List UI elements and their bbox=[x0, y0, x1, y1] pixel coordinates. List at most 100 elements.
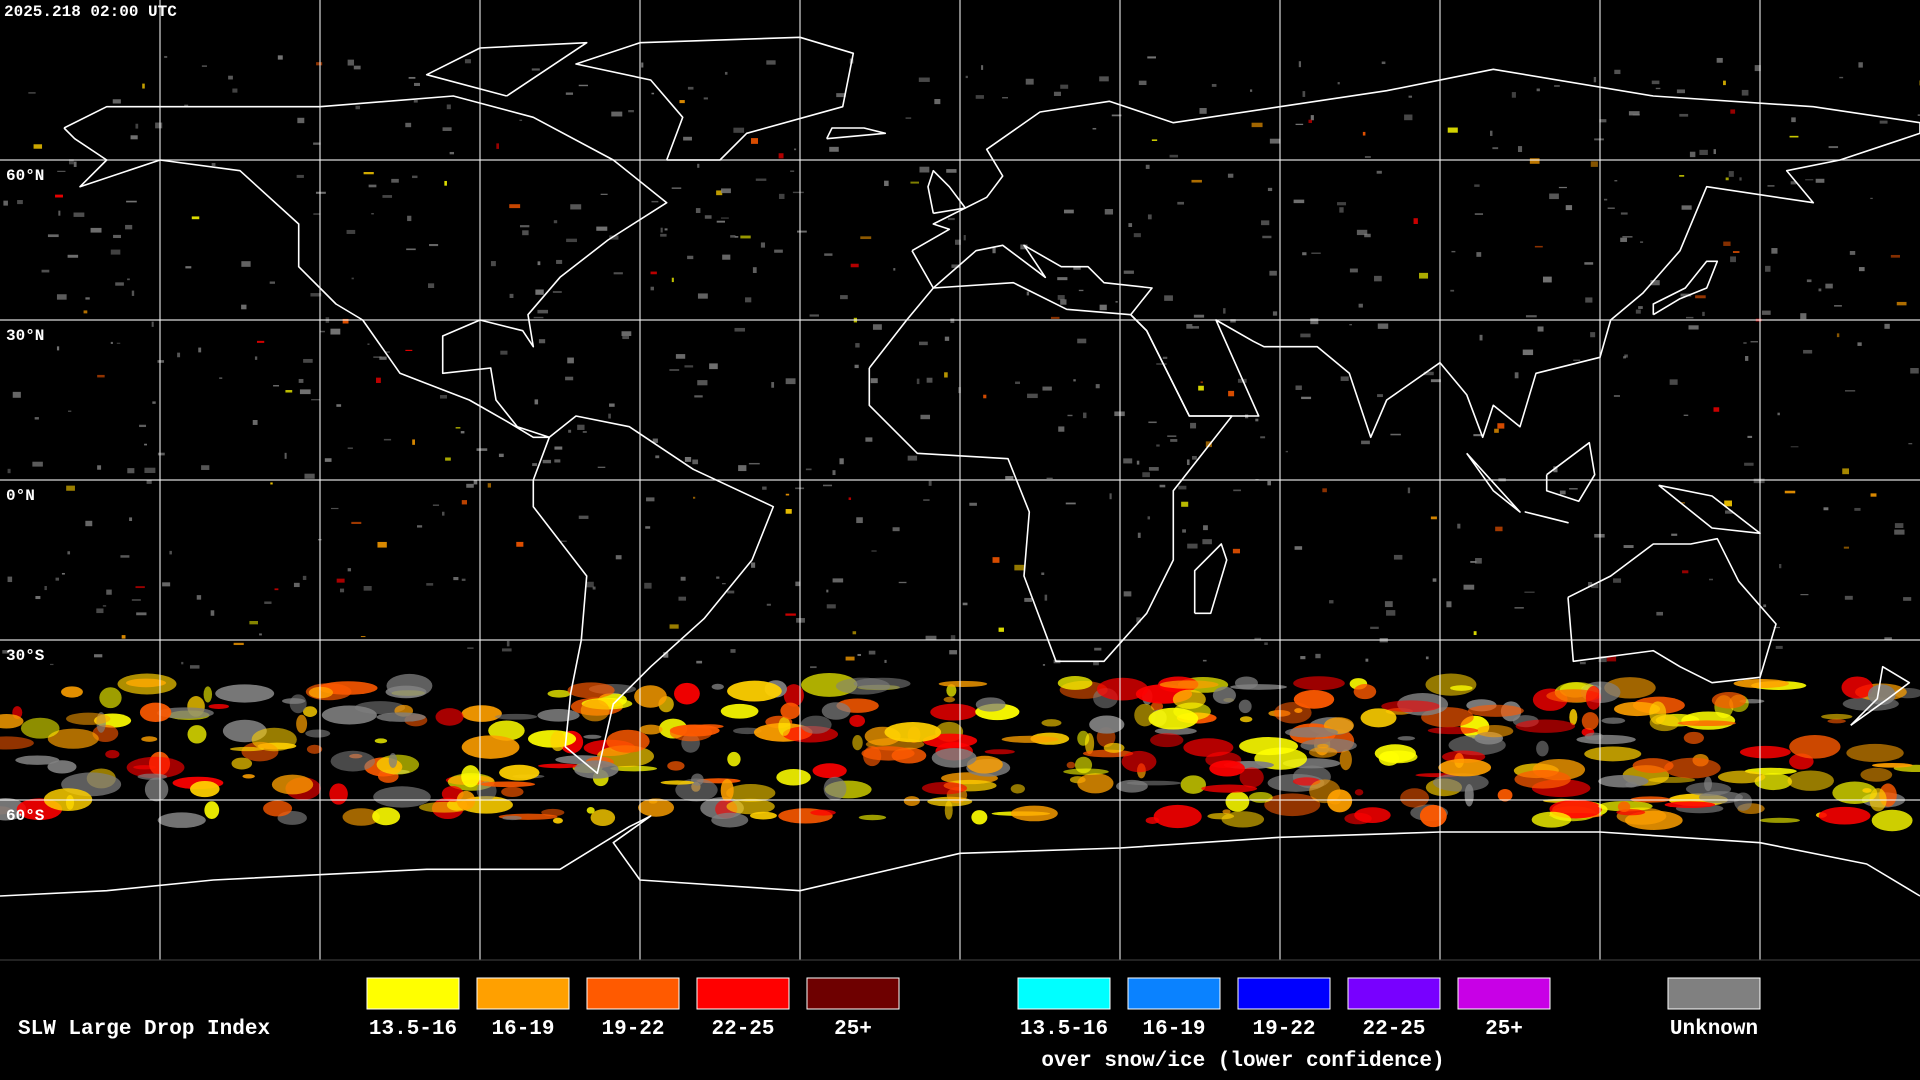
cloud-speck bbox=[1773, 626, 1780, 629]
cloud-patch bbox=[943, 696, 956, 703]
cloud-speck bbox=[1099, 304, 1107, 311]
cloud-speck bbox=[1340, 376, 1349, 381]
cloud-speck bbox=[1573, 359, 1581, 361]
cloud-speck bbox=[752, 267, 757, 273]
cloud-speck bbox=[1148, 421, 1157, 424]
cloud-patch bbox=[610, 765, 658, 772]
cloud-speck bbox=[347, 568, 352, 572]
cloud-speck bbox=[565, 92, 574, 95]
cloud-patch bbox=[1041, 719, 1062, 727]
cloud-speck bbox=[1065, 502, 1076, 505]
cloud-speck bbox=[1497, 423, 1505, 429]
cloud-speck bbox=[1142, 472, 1150, 478]
cloud-speck bbox=[1026, 291, 1030, 296]
cloud-speck bbox=[303, 358, 313, 363]
cloud-speck bbox=[1094, 647, 1102, 651]
cloud-speck bbox=[2, 650, 9, 654]
cloud-speck bbox=[146, 480, 152, 484]
cloud-speck bbox=[925, 635, 937, 640]
cloud-speck bbox=[950, 635, 956, 641]
cloud-speck bbox=[1765, 265, 1771, 272]
cloud-patch bbox=[1787, 770, 1835, 791]
cloud-speck bbox=[553, 220, 558, 224]
cloud-speck bbox=[727, 590, 735, 594]
cloud-speck bbox=[552, 291, 562, 293]
cloud-speck bbox=[1474, 184, 1480, 187]
cloud-speck bbox=[1295, 123, 1304, 126]
cloud-speck bbox=[1679, 175, 1685, 177]
cloud-patch bbox=[47, 760, 77, 774]
cloud-patch bbox=[0, 713, 24, 729]
cloud-speck bbox=[597, 466, 606, 468]
coastline bbox=[1850, 665, 1911, 726]
cloud-speck bbox=[1362, 131, 1366, 136]
cloud-patch bbox=[1427, 726, 1479, 735]
cloud-speck bbox=[655, 455, 660, 459]
cloud-speck bbox=[1159, 484, 1166, 488]
snow-swatch-label: 22-25 bbox=[1362, 1018, 1425, 1041]
cloud-patch bbox=[1476, 724, 1514, 738]
legend-swatch-label: 19-22 bbox=[601, 1018, 664, 1041]
cloud-speck bbox=[1272, 311, 1278, 316]
cloud-speck bbox=[1656, 611, 1664, 616]
cloud-patch bbox=[1239, 716, 1253, 723]
cloud-speck bbox=[1803, 349, 1813, 354]
cloud-speck bbox=[1559, 490, 1566, 495]
latitude-label: 30°S bbox=[6, 647, 45, 665]
cloud-speck bbox=[898, 581, 907, 584]
cloud-patch bbox=[852, 734, 863, 751]
cloud-speck bbox=[687, 86, 694, 90]
cloud-patch bbox=[1450, 685, 1473, 691]
cloud-speck bbox=[766, 603, 771, 606]
cloud-speck bbox=[446, 104, 451, 110]
cloud-speck bbox=[157, 452, 165, 456]
cloud-speck bbox=[241, 304, 247, 310]
cloud-speck bbox=[1728, 171, 1734, 177]
cloud-patch bbox=[488, 720, 525, 741]
cloud-speck bbox=[135, 586, 145, 589]
cloud-speck bbox=[319, 330, 325, 333]
cloud-speck bbox=[1123, 591, 1132, 597]
cloud-speck bbox=[73, 212, 85, 217]
cloud-speck bbox=[1202, 659, 1207, 662]
cloud-speck bbox=[1337, 82, 1340, 85]
cloud-speck bbox=[135, 123, 139, 129]
cloud-speck bbox=[1683, 414, 1689, 416]
cloud-speck bbox=[1688, 325, 1699, 330]
cloud-speck bbox=[919, 166, 930, 173]
cloud-patch bbox=[1379, 750, 1418, 764]
cloud-speck bbox=[198, 347, 202, 353]
cloud-speck bbox=[121, 635, 126, 639]
cloud-patch bbox=[1648, 776, 1696, 783]
cloud-speck bbox=[1744, 462, 1754, 466]
cloud-speck bbox=[809, 314, 819, 317]
cloud-speck bbox=[1053, 91, 1061, 96]
cloud-speck bbox=[810, 666, 817, 669]
cloud-speck bbox=[1078, 289, 1084, 292]
cloud-speck bbox=[947, 217, 955, 221]
cloud-speck bbox=[382, 195, 393, 198]
cloud-speck bbox=[1789, 135, 1799, 138]
cloud-patch bbox=[726, 784, 776, 802]
cloud-speck bbox=[944, 336, 950, 341]
cloud-patch bbox=[1222, 809, 1231, 815]
cloud-speck bbox=[1145, 164, 1150, 169]
cloud-speck bbox=[1099, 76, 1109, 82]
cloud-patch bbox=[386, 673, 433, 698]
cloud-speck bbox=[1623, 545, 1634, 549]
cloud-speck bbox=[684, 365, 694, 368]
cloud-speck bbox=[1138, 80, 1147, 86]
cloud-patch bbox=[494, 713, 538, 720]
latitude-label: 60°S bbox=[6, 807, 45, 825]
cloud-speck bbox=[1302, 252, 1307, 256]
snow-swatch bbox=[1237, 977, 1331, 1010]
cloud-speck bbox=[1682, 570, 1689, 574]
cloud-speck bbox=[1669, 379, 1678, 385]
cloud-patch bbox=[1339, 749, 1352, 771]
cloud-patch bbox=[1353, 684, 1377, 700]
cloud-speck bbox=[1650, 280, 1660, 286]
cloud-speck bbox=[28, 92, 36, 94]
cloud-speck bbox=[1191, 326, 1200, 329]
cloud-speck bbox=[1408, 95, 1413, 98]
cloud-speck bbox=[1779, 563, 1782, 569]
